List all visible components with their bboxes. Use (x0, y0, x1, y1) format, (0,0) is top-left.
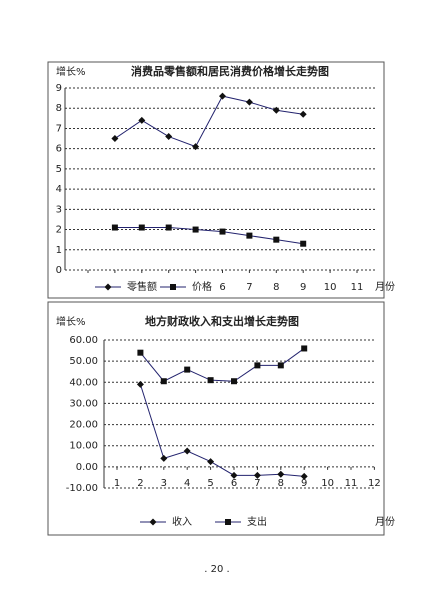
marker (165, 133, 173, 141)
marker (136, 380, 144, 388)
chart-frame (47, 61, 385, 299)
x-tick-label: 3 (161, 478, 167, 489)
series-line (139, 384, 305, 477)
marker (160, 454, 168, 462)
legend-label: 零售额 (127, 280, 157, 293)
marker (192, 226, 199, 233)
marker (230, 471, 238, 479)
y-tick-label: 1 (56, 245, 62, 256)
marker (207, 458, 215, 466)
marker (184, 366, 191, 373)
marker (273, 236, 280, 243)
x-tick-label: 2 (137, 478, 143, 489)
y-tick-label: 4 (56, 184, 62, 195)
x-tick-label: 11 (351, 282, 364, 293)
marker (219, 228, 226, 235)
marker (207, 377, 214, 384)
x-tick-label: 11 (345, 478, 358, 489)
marker (137, 349, 144, 356)
page-number: . 20 . (204, 564, 229, 575)
y-tick-label: 10.00 (69, 441, 98, 452)
marker (245, 98, 253, 106)
legend-label: 价格 (192, 280, 212, 293)
y-axis-label: 增长% (56, 65, 86, 78)
x-tick-label: 10 (321, 478, 334, 489)
marker (160, 378, 167, 385)
marker (299, 110, 307, 118)
marker (277, 470, 285, 478)
series-line (114, 227, 304, 245)
x-tick-label: 12 (368, 478, 381, 489)
y-tick-label: 2 (56, 225, 62, 236)
x-tick-label: 9 (300, 282, 306, 293)
marker (231, 378, 237, 385)
legend-marker (149, 518, 157, 526)
marker (300, 472, 308, 480)
y-tick-label: 9 (56, 83, 62, 94)
marker (300, 240, 307, 247)
x-tick-label: 4 (184, 478, 190, 489)
marker (138, 224, 145, 231)
marker (301, 345, 308, 352)
marker (219, 92, 226, 100)
y-tick-label: 30.00 (69, 398, 98, 409)
y-tick-label: 8 (56, 103, 62, 114)
marker (254, 362, 261, 369)
y-tick-label: -10.00 (66, 483, 98, 494)
x-tick-label: 10 (324, 282, 337, 293)
y-tick-label: 7 (56, 123, 62, 134)
series-line (114, 95, 304, 148)
x-tick-label: 1 (114, 478, 120, 489)
x-tick-label: 7 (246, 282, 252, 293)
x-tick-label: 6 (231, 478, 237, 489)
x-axis-label: 月份 (375, 281, 395, 293)
y-tick-label: 20.00 (69, 420, 98, 431)
legend-marker (225, 519, 231, 525)
marker (111, 135, 119, 143)
marker (277, 362, 284, 369)
x-tick-label: 7 (254, 478, 260, 489)
y-tick-label: 5 (56, 164, 62, 175)
marker (165, 224, 172, 231)
x-tick-label: 6 (219, 282, 225, 293)
marker (253, 471, 261, 479)
legend-marker (104, 283, 112, 291)
y-tick-label: 6 (56, 144, 62, 155)
chart-frame (47, 301, 385, 536)
x-axis-label: 月份 (375, 516, 395, 528)
x-tick-label: 5 (207, 478, 213, 489)
y-tick-label: 0 (56, 265, 62, 276)
marker (192, 143, 200, 151)
y-tick-label: 60.00 (69, 335, 98, 346)
x-tick-label: 8 (273, 282, 279, 293)
y-axis-label: 增长% (56, 315, 86, 328)
legend-label: 收入 (172, 515, 192, 528)
y-tick-label: 40.00 (69, 377, 98, 388)
legend-marker (170, 284, 176, 290)
marker (183, 447, 191, 455)
y-tick-label: 3 (56, 204, 62, 215)
marker (111, 224, 118, 231)
x-tick-label: 8 (278, 478, 284, 489)
y-tick-label: 50.00 (69, 356, 98, 367)
y-tick-label: 0.00 (76, 462, 98, 473)
x-tick-label: 9 (301, 478, 307, 489)
chart-title: 消费品零售额和居民消费价格增长走势图 (131, 64, 329, 78)
marker (246, 232, 253, 239)
chart-title: 地方财政收入和支出增长走势图 (145, 314, 299, 328)
marker (272, 106, 280, 114)
series-line (140, 348, 305, 382)
marker (138, 116, 146, 124)
legend-label: 支出 (247, 515, 267, 528)
